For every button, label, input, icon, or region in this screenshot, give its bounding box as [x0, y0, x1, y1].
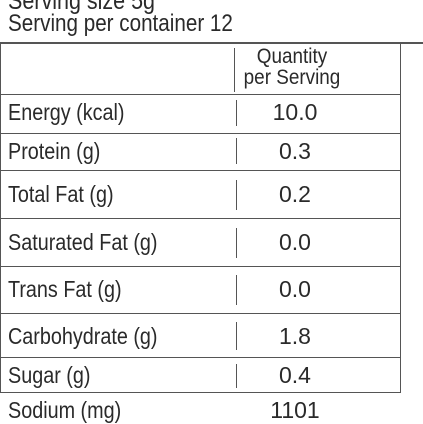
- cell-separator: [236, 322, 237, 350]
- row-value-energy: 10.0: [272, 99, 318, 125]
- row-value-protein: 0.3: [279, 138, 311, 164]
- column-header-quantity: Quantity: [256, 45, 328, 68]
- cell-separator: [236, 364, 237, 388]
- cell-separator: [236, 228, 237, 258]
- column-header-per-serving: per Serving: [243, 66, 341, 89]
- cell-separator: [236, 275, 237, 305]
- header-divider: [0, 42, 423, 44]
- row-divider: [0, 357, 400, 358]
- cell-separator: [236, 138, 237, 164]
- cell-separator: [236, 100, 237, 126]
- row-label-trans-fat: Trans Fat (g): [8, 276, 122, 302]
- cell-separator: [236, 180, 237, 210]
- row-divider: [0, 133, 400, 134]
- table-right-border: [400, 42, 401, 393]
- row-label-sugar: Sugar (g): [8, 362, 91, 388]
- table-bottom-border: [0, 392, 401, 393]
- row-label-carbohydrate: Carbohydrate (g): [8, 323, 158, 349]
- row-label-total-fat: Total Fat (g): [8, 181, 114, 207]
- row-label-energy: Energy (kcal): [8, 99, 125, 125]
- row-label-sodium: Sodium (mg): [8, 397, 122, 423]
- row-value-sugar: 0.4: [279, 362, 311, 388]
- row-divider: [0, 94, 400, 95]
- table-left-border: [0, 42, 1, 393]
- row-divider: [0, 313, 400, 314]
- row-divider: [0, 218, 400, 219]
- serving-per-container-text: Serving per container 12: [8, 10, 233, 37]
- row-divider: [0, 266, 400, 267]
- row-value-saturated-fat: 0.0: [279, 229, 311, 255]
- row-label-saturated-fat: Saturated Fat (g): [8, 229, 158, 255]
- row-value-total-fat: 0.2: [279, 181, 311, 207]
- row-value-sodium: 1101: [270, 397, 320, 423]
- column-header-divider: [234, 48, 235, 92]
- row-label-protein: Protein (g): [8, 138, 101, 164]
- row-value-trans-fat: 0.0: [279, 276, 311, 302]
- row-value-carbohydrate: 1.8: [279, 323, 311, 349]
- serving-size-text: Serving size 5g: [8, 0, 156, 15]
- row-divider: [0, 170, 400, 171]
